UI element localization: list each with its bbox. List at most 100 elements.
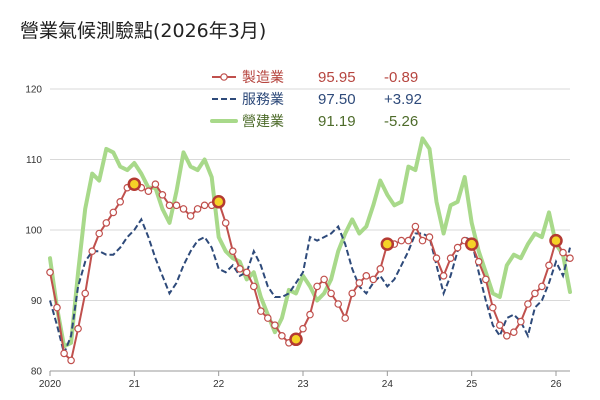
data-point [116, 198, 125, 206]
data-point [320, 275, 328, 284]
data-point [250, 282, 258, 291]
legend-marker [220, 73, 228, 81]
data-point [488, 303, 497, 312]
y-tick-label: 90 [31, 296, 43, 307]
data-point [355, 279, 364, 287]
legend-change-value: +3.92 [384, 91, 422, 108]
legend-latest-value: 97.50 [318, 91, 356, 108]
data-point [278, 331, 286, 340]
data-point [186, 212, 195, 220]
data-point [81, 289, 90, 298]
data-point [439, 271, 448, 280]
data-point [411, 222, 420, 231]
data-point [397, 236, 406, 245]
data-point [151, 180, 160, 189]
data-point [545, 261, 553, 270]
legend-change-value: -0.89 [384, 69, 418, 86]
data-point [263, 314, 272, 322]
data-point [306, 310, 314, 319]
data-point [404, 236, 413, 245]
data-point [313, 282, 321, 291]
y-tick-label: 100 [25, 226, 42, 237]
data-point [341, 314, 350, 322]
data-point [432, 254, 441, 263]
data-point [538, 282, 546, 291]
x-tick-label: 22 [213, 379, 225, 390]
series-line-1 [49, 217, 571, 357]
data-point [46, 268, 54, 277]
data-point [524, 300, 532, 308]
highlight-point [549, 233, 563, 248]
data-point [334, 300, 343, 308]
legend-latest-value: 91.19 [318, 113, 356, 130]
series-line-0 [48, 136, 572, 349]
legend-series-name: 服務業 [242, 92, 284, 108]
data-point [559, 248, 567, 257]
data-point [453, 243, 462, 252]
data-point [88, 247, 97, 256]
data-point [172, 201, 181, 210]
highlight-point [127, 177, 142, 191]
y-tick-label: 80 [31, 367, 43, 378]
highlight-point [289, 332, 303, 347]
data-point [229, 247, 237, 256]
highlight-point [380, 237, 395, 251]
data-point [566, 254, 574, 263]
data-point [369, 275, 378, 284]
data-point [474, 257, 483, 266]
data-point [165, 201, 174, 210]
data-point [348, 289, 357, 298]
legend-series-name: 營建業 [242, 114, 284, 130]
data-point [102, 219, 111, 227]
data-point [271, 321, 279, 330]
x-tick-label: 2020 [39, 379, 62, 390]
data-point [509, 328, 518, 337]
data-point [60, 349, 68, 358]
data-point [236, 264, 244, 273]
x-tick-label: 25 [466, 379, 478, 390]
data-point [53, 303, 61, 312]
series-lines [46, 136, 574, 365]
data-point [242, 268, 251, 277]
highlight-point [211, 195, 226, 209]
data-point [446, 254, 455, 263]
data-point [502, 331, 511, 340]
chart-title: 營業氣候測驗點(2026年3月) [20, 20, 267, 42]
gridlines [50, 88, 570, 372]
data-point [516, 317, 525, 326]
data-point [74, 324, 82, 333]
series-line-2 [49, 182, 571, 363]
x-axis: 2020 21 22 23 24 25 26 [39, 370, 570, 390]
data-point [158, 191, 167, 199]
data-point [362, 271, 371, 280]
data-point [95, 229, 104, 238]
data-point [418, 236, 427, 245]
data-point [144, 187, 153, 196]
data-point [425, 233, 434, 241]
data-point [221, 219, 230, 227]
data-point [376, 264, 385, 273]
y-tick-label: 120 [25, 85, 42, 96]
data-point [327, 289, 335, 298]
highlight-point [464, 237, 479, 251]
legend-change-value: -5.26 [384, 113, 418, 130]
data-point [299, 324, 307, 333]
data-point [193, 205, 202, 213]
y-axis-ticks: 80 90 100 110 120 [25, 85, 42, 378]
data-point [481, 275, 490, 284]
data-point [200, 201, 209, 210]
x-tick-label: 23 [297, 379, 309, 390]
data-point [495, 321, 504, 330]
x-tick-label: 21 [129, 379, 141, 390]
legend-series-name: 製造業 [242, 70, 284, 86]
x-tick-label: 26 [550, 379, 562, 390]
data-point [179, 205, 188, 213]
data-point [256, 307, 265, 315]
x-tick-label: 24 [382, 379, 394, 390]
data-point [531, 289, 539, 298]
legend: 製造業 95.95 -0.89 服務業 97.50 +3.92 營建業 91.19 -5.26 [210, 69, 422, 130]
data-point [109, 208, 118, 217]
data-point [67, 356, 75, 365]
y-tick-label: 110 [26, 155, 42, 166]
